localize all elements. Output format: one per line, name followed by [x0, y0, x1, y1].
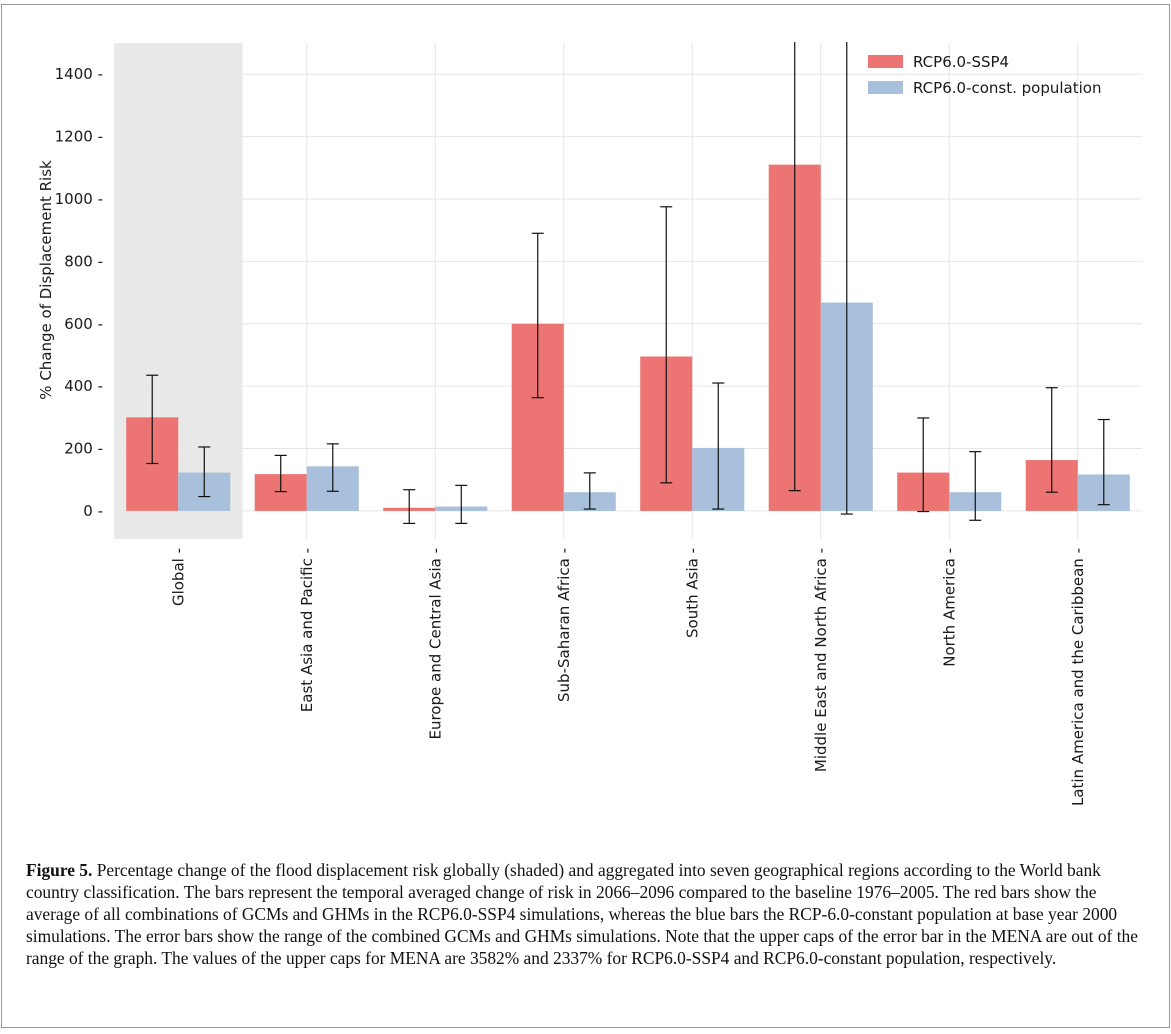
x-tick-label: Sub-Saharan Africa -: [555, 548, 573, 702]
x-tick-label: Middle East and North Africa -: [812, 548, 830, 772]
x-tick-label: Europe and Central Asia -: [426, 548, 444, 740]
y-tick-label: 200 -: [64, 440, 103, 458]
legend: RCP6.0-SSP4 RCP6.0-const. population: [868, 53, 1101, 97]
figure-frame: 0 - 200 - 400 - 600 - 800 - 1000 - 1200 - 1400 …: [1, 4, 1170, 1028]
y-tick-label: 0 -: [83, 502, 103, 520]
x-tick-label: Latin America and the Caribbean -: [1069, 548, 1087, 806]
y-tick-label: 1400 -: [55, 65, 103, 83]
y-tick-label: 1000 -: [55, 190, 103, 208]
x-tick-label: North America -: [940, 548, 958, 667]
caption-text: Percentage change of the flood displacem…: [26, 860, 1138, 968]
caption-label: Figure 5.: [26, 860, 93, 880]
x-tick-label: South Asia -: [683, 548, 701, 638]
legend-swatch-ssp4: [868, 55, 903, 68]
legend-label-const-pop: RCP6.0-const. population: [913, 79, 1101, 97]
legend-swatch-const-pop: [868, 81, 903, 94]
bar-chart: 0 - 200 - 400 - 600 - 800 - 1000 - 1200 - 1400 …: [37, 42, 1142, 806]
x-tick-label: Global -: [169, 548, 187, 606]
y-axis-label: % Change of Displacement Risk: [37, 160, 55, 400]
y-tick-label: 600 -: [64, 315, 103, 333]
y-tick-label: 400 -: [64, 377, 103, 395]
legend-label-ssp4: RCP6.0-SSP4: [913, 53, 1009, 71]
x-tick-label: East Asia and Pacific -: [298, 548, 316, 712]
y-tick-label: 800 -: [64, 252, 103, 270]
figure-caption: Figure 5. Percentage change of the flood…: [26, 859, 1146, 969]
y-tick-label: 1200 -: [55, 128, 103, 146]
